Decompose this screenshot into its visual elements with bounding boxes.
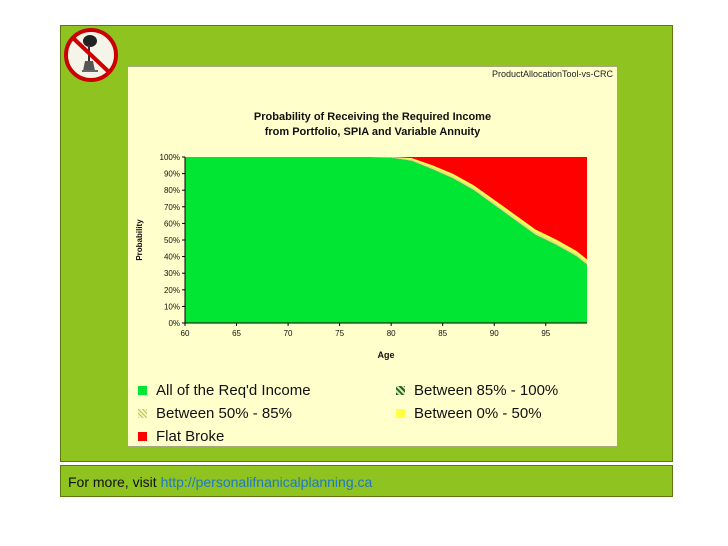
chart-svg: 0% 10% 20% 30% 40% 50% 60% 70% 80% 90% 100% 60 65 70 7…: [135, 153, 587, 360]
y-tick-label: 10%: [164, 302, 180, 311]
footer-prefix: For more, visit: [68, 474, 161, 490]
y-tick-label: 50%: [164, 236, 180, 245]
legend-label: Between 85% - 100%: [414, 382, 559, 399]
chart-title: Probability of Receiving the Required In…: [253, 111, 492, 123]
y-tick-label: 90%: [164, 170, 180, 179]
y-axis-label: Probability: [135, 219, 144, 261]
y-tick-label: 80%: [164, 186, 180, 195]
footer-text: For more, visit http://personalifnanical…: [68, 474, 372, 490]
x-tick-label: 75: [335, 329, 344, 338]
x-tick-label: 85: [438, 329, 447, 338]
area-series-0: [185, 157, 587, 323]
footer-bar: For more, visit http://personalifnanical…: [60, 465, 673, 497]
x-tick-label: 60: [181, 329, 190, 338]
x-tick-label: 90: [490, 329, 499, 338]
legend-label: All of the Req'd Income: [156, 382, 311, 399]
file-label: ProductAllocationTool-vs-CRC: [491, 69, 613, 79]
legend-label: Between 50% - 85%: [156, 405, 292, 422]
y-tick-label: 30%: [164, 269, 180, 278]
legend-label: Flat Broke: [156, 428, 225, 445]
legend-swatch: [396, 386, 405, 395]
legend-swatch: [138, 386, 147, 395]
legend-swatch: [138, 432, 147, 441]
no-ostrich-icon: [64, 28, 118, 82]
x-tick-label: 95: [541, 329, 550, 338]
y-tick-label: 40%: [164, 253, 180, 262]
legend-swatch: [138, 409, 147, 418]
footer-link[interactable]: http://personalifnanicalplanning.ca: [160, 474, 373, 490]
x-tick-label: 65: [232, 329, 241, 338]
x-tick-label: 70: [284, 329, 293, 338]
y-tick-label: 70%: [164, 203, 180, 212]
area-series-4: [185, 157, 587, 260]
y-tick-label: 60%: [164, 219, 180, 228]
y-tick-label: 0%: [168, 319, 180, 328]
y-tick-label: 20%: [164, 286, 180, 295]
legend-swatch: [396, 409, 405, 418]
chart-subtitle: from Portfolio, SPIA and Variable Annuit…: [264, 126, 481, 138]
area-series-3: [185, 157, 587, 262]
y-tick-label: 100%: [160, 153, 180, 162]
chart-panel: ProductAllocationTool-vs-CRC Probability…: [127, 66, 618, 447]
x-axis-label: Age: [377, 350, 394, 360]
legend-label: Between 0% - 50%: [414, 405, 542, 422]
x-tick-label: 80: [387, 329, 396, 338]
